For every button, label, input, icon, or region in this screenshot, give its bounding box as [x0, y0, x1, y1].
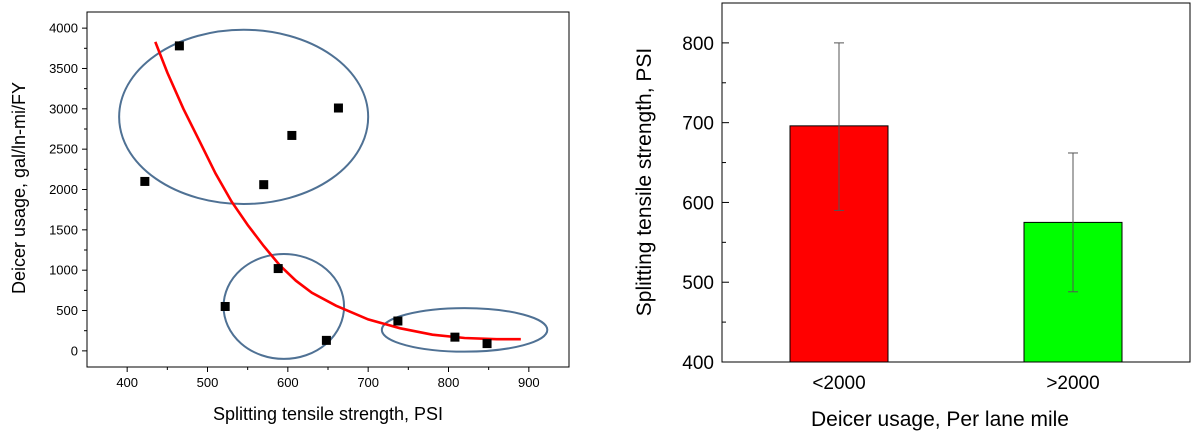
scatter-point [259, 180, 269, 190]
scatter-y-tick-label: 1000 [49, 263, 78, 278]
scatter-point [482, 339, 492, 349]
scatter-y-tick-label: 500 [56, 303, 78, 318]
bar-ticks: 400 500 600 700 800 <2000 >2000 [682, 34, 1099, 394]
bar-x-tick-label: <2000 [812, 373, 865, 394]
bar-bars [789, 42, 1123, 363]
scatter-y-tick-label: 0 [71, 343, 78, 358]
scatter-point [393, 316, 403, 326]
bar-y-axis-title: Splitting tensile strength, PSI [633, 48, 656, 316]
scatter-point [450, 332, 460, 342]
scatter-x-tick-label: 400 [116, 375, 138, 390]
scatter-x-tick-label: 700 [357, 375, 379, 390]
scatter-point [140, 176, 150, 186]
scatter-x-tick-label: 800 [438, 375, 460, 390]
scatter-y-tick-label: 3500 [49, 61, 78, 76]
scatter-x-tick-label: 500 [197, 375, 219, 390]
scatter-point [220, 301, 230, 311]
scatter-x-tick-label: 900 [518, 375, 540, 390]
scatter-plot-frame [86, 11, 570, 368]
bar-x-axis-title: Deicer usage, Per lane mile [811, 408, 1069, 431]
bar-plot-frame [721, 2, 1191, 363]
cluster-ellipse [380, 307, 549, 353]
scatter-y-tick-label: 2500 [49, 142, 78, 157]
bar-y-tick-label: 500 [682, 273, 714, 294]
bar-y-tick-label: 700 [682, 114, 714, 135]
scatter-points [140, 41, 492, 349]
scatter-fit-curve [154, 41, 521, 341]
scatter-y-tick-label: 4000 [49, 21, 78, 36]
bar-chart: 400 500 600 700 800 <2000 >2000 Deicer usage, … [633, 2, 1191, 431]
scatter-y-tick-label: 2000 [49, 182, 78, 197]
bar-x-tick-label: >2000 [1046, 373, 1099, 394]
scatter-x-tick-label: 600 [277, 375, 299, 390]
scatter-point [333, 103, 343, 113]
cluster-ellipse [118, 28, 370, 206]
scatter-point [273, 264, 283, 274]
bar-y-tick-label: 800 [682, 34, 714, 55]
scatter-clusters [118, 28, 549, 360]
scatter-y-tick-label: 3000 [49, 101, 78, 116]
scatter-ticks: 400 500 600 700 800 900 0 500 1000 1500 2000 2500 30… [49, 21, 540, 390]
bar-y-tick-label: 400 [682, 353, 714, 374]
scatter-y-axis-title: Deicer usage, gal/ln-mi/FY [9, 82, 29, 294]
scatter-point [287, 130, 297, 140]
scatter-point [174, 41, 184, 51]
bar-y-tick-label: 600 [682, 193, 714, 214]
scatter-chart: 400 500 600 700 800 900 0 500 1000 1500 2000 2500 30… [9, 11, 570, 424]
scatter-point [321, 335, 331, 345]
scatter-y-tick-label: 1500 [49, 222, 78, 237]
scatter-x-axis-title: Splitting tensile strength, PSI [213, 404, 443, 424]
